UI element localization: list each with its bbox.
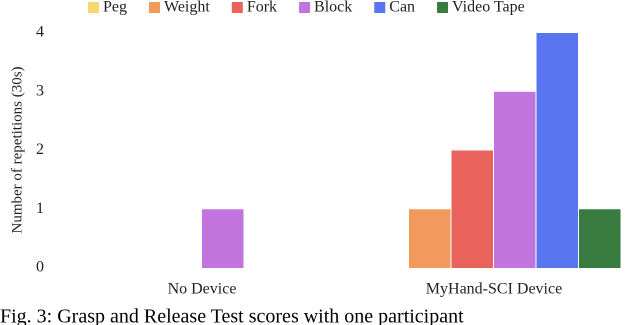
caption: Fig. 3: Grasp and Release Test scores wi… [0,306,464,325]
legend-label: Video Tape [452,0,525,16]
legend-swatch [149,2,160,13]
bar [579,209,621,268]
legend-label: Peg [103,0,127,16]
bar [409,209,451,268]
legend-swatch [88,2,99,13]
bar [494,91,536,268]
y-tick-label: 1 [36,200,44,217]
legend-label: Block [314,0,352,16]
y-tick-label: 0 [36,259,44,276]
x-tick-label: MyHand-SCI Device [426,281,562,298]
legend-label: Can [389,0,415,16]
bar [536,33,578,268]
y-tick-label: 2 [36,141,44,158]
legend-swatch [437,2,449,13]
x-tick-label: No Device [168,281,237,298]
legend-label: Weight [164,0,210,16]
bar [451,150,493,268]
y-tick-label: 4 [36,24,44,41]
bar [202,209,244,268]
legend-swatch [299,2,311,13]
legend-swatch [374,2,386,13]
legend-swatch [231,2,243,13]
y-axis-title: Number of repetitions (30s) [9,66,25,233]
y-tick-label: 3 [36,82,44,99]
legend-label: Fork [247,0,277,16]
